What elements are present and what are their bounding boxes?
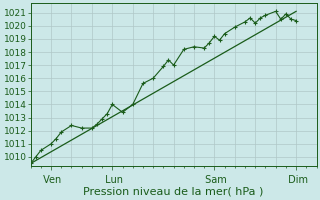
X-axis label: Pression niveau de la mer( hPa ): Pression niveau de la mer( hPa ) — [84, 187, 264, 197]
